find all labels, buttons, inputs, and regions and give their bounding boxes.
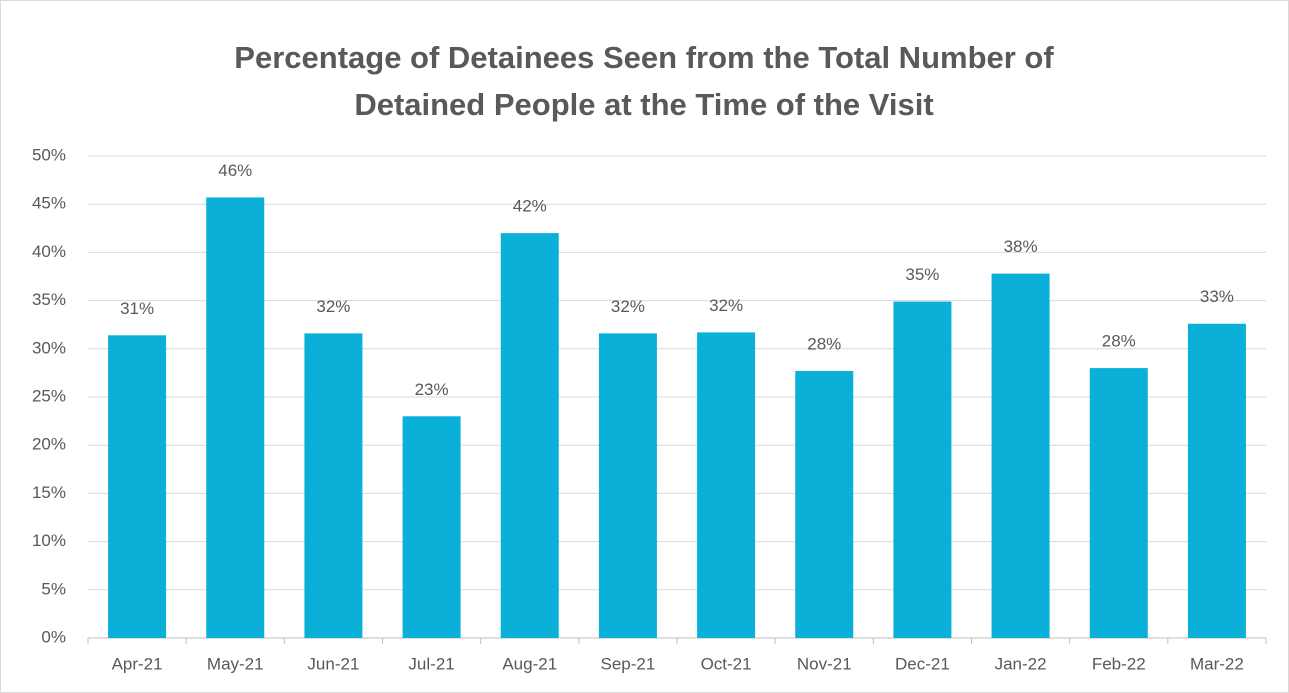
x-tick-label: Mar-22 <box>1190 654 1244 673</box>
bar <box>991 273 1050 638</box>
chart-title: Percentage of Detainees Seen from the To… <box>234 40 1054 122</box>
data-label: 31% <box>120 299 154 318</box>
x-tick-label: Jan-22 <box>995 654 1047 673</box>
data-label: 33% <box>1200 287 1234 306</box>
y-tick-label: 40% <box>32 242 66 261</box>
y-tick-label: 20% <box>32 435 66 454</box>
bar <box>304 333 363 638</box>
bar <box>697 332 756 638</box>
x-tick-label: Aug-21 <box>502 654 557 673</box>
y-tick-label: 25% <box>32 386 66 405</box>
y-tick-label: 10% <box>32 531 66 550</box>
x-tick-label: Dec-21 <box>895 654 950 673</box>
x-tick-label: Apr-21 <box>112 654 163 673</box>
bar <box>500 233 559 638</box>
x-tick-label: May-21 <box>207 654 264 673</box>
y-tick-label: 45% <box>32 194 66 213</box>
x-tick-label: Nov-21 <box>797 654 852 673</box>
data-label: 46% <box>218 161 252 180</box>
y-tick-label: 30% <box>32 338 66 357</box>
data-label: 35% <box>905 265 939 284</box>
bar <box>598 333 657 638</box>
data-label: 23% <box>415 380 449 399</box>
x-tick-label: Jun-21 <box>307 654 359 673</box>
data-label: 28% <box>807 334 841 353</box>
y-tick-label: 0% <box>41 627 66 646</box>
data-label: 32% <box>316 297 350 316</box>
bar <box>795 370 854 638</box>
data-label: 38% <box>1004 237 1038 256</box>
x-tick-label: Jul-21 <box>408 654 454 673</box>
bar <box>206 197 265 638</box>
bar <box>1187 323 1246 638</box>
y-tick-label: 35% <box>32 290 66 309</box>
data-label: 32% <box>611 297 645 316</box>
x-tick-label: Oct-21 <box>701 654 752 673</box>
bar <box>108 335 167 638</box>
bar <box>402 416 461 638</box>
x-tick-label: Feb-22 <box>1092 654 1146 673</box>
x-tick-label: Sep-21 <box>601 654 656 673</box>
data-label: 32% <box>709 296 743 315</box>
bar <box>1089 368 1148 638</box>
y-tick-label: 15% <box>32 483 66 502</box>
y-tick-label: 5% <box>41 579 66 598</box>
data-label: 28% <box>1102 332 1136 351</box>
y-tick-label: 50% <box>32 145 66 164</box>
data-label: 42% <box>513 197 547 216</box>
bar <box>893 301 952 638</box>
